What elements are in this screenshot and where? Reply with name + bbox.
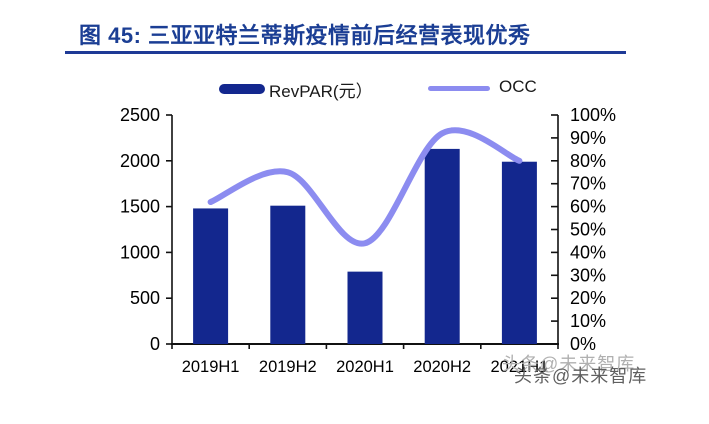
x-axis-category-label: 2021H1 xyxy=(490,358,548,376)
right-axis-tick-label: 60% xyxy=(570,197,606,217)
chart-canvas: 2500 2000 1500 1000 500 0 100% 90% 80% 70% 60% 50%4… xyxy=(120,105,616,376)
legend-label-revpar: RevPAR(元） xyxy=(269,82,373,101)
bar-revpar xyxy=(501,161,537,344)
x-axis-category-label: 2020H2 xyxy=(413,358,471,376)
y-axis-tick-label: 1500 xyxy=(120,197,160,217)
y-axis-tick-label: 0 xyxy=(150,334,160,354)
bar-revpar xyxy=(424,148,460,344)
right-axis-tick-label: 50% xyxy=(570,220,606,240)
y-axis-tick-label: 2500 xyxy=(120,105,160,125)
y-axis-tick-label: 1000 xyxy=(120,242,160,262)
right-axis-tick-label: 70% xyxy=(570,174,606,194)
right-axis-tick-label: 90% xyxy=(570,128,606,148)
x-axis-category-label: 2019H2 xyxy=(259,358,317,376)
legend-line-swatch-icon xyxy=(428,86,490,91)
right-axis-tick-label: 10% xyxy=(570,311,606,331)
x-axis-category-label: 2020H1 xyxy=(336,358,394,376)
x-axis-category-label: 2019H1 xyxy=(182,358,240,376)
title-underline xyxy=(65,51,626,54)
y-axis-tick-label: 2000 xyxy=(120,151,160,171)
y-axis-tick-label: 500 xyxy=(130,288,160,308)
bar-revpar xyxy=(270,205,306,344)
combo-chart: 2500 2000 1500 1000 500 0 100% 90% 80% 70% 60% 50% 4… xyxy=(0,100,709,400)
right-axis-tick-label: 80% xyxy=(570,151,606,171)
bar-revpar xyxy=(193,208,229,344)
figure-title: 图 45: 三亚亚特兰蒂斯疫情前后经营表现优秀 xyxy=(79,23,531,48)
legend-bar-swatch-icon xyxy=(219,84,265,94)
right-axis-tick-label: 100% xyxy=(570,105,616,125)
right-axis-tick-label: 0% xyxy=(570,334,596,354)
occ-line xyxy=(207,127,523,247)
legend-label-occ: OCC xyxy=(499,77,537,96)
chart-legend: RevPAR(元） OCC xyxy=(0,76,709,102)
right-axis-tick-label: 20% xyxy=(570,288,606,308)
right-axis-tick-label: 40% xyxy=(570,242,606,262)
bar-revpar xyxy=(347,271,383,344)
right-axis-tick-label: 30% xyxy=(570,265,606,285)
